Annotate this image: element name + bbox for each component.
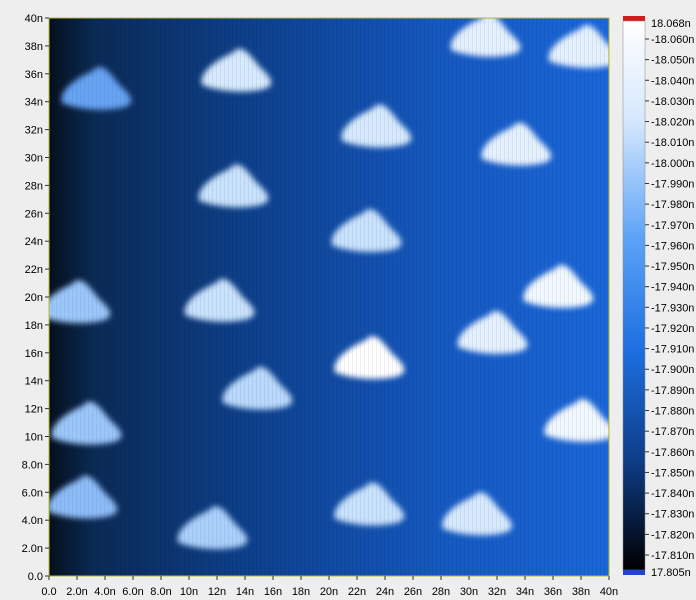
x-tick-label: 28n [432, 586, 450, 598]
x-tick-label: 40n [600, 586, 618, 598]
scan-line-texture [49, 18, 609, 576]
colorbar-tick-label: -17.840n [651, 488, 694, 500]
y-tick-label: 12n [25, 404, 43, 416]
x-tick-label: 12n [208, 586, 226, 598]
y-tick-label: 32n [25, 125, 43, 137]
y-tick-label: 10n [25, 432, 43, 444]
x-axis: 0.0 2.0n 4.0n 6.0n 8.0n 10n 12n 14n 16n 18n 20n 22n… [41, 576, 618, 598]
x-tick-label: 4.0n [94, 586, 115, 598]
y-tick-label: 36n [25, 69, 43, 81]
colorbar-tick-label: -18.010n [651, 137, 694, 149]
y-tick-label: 20n [25, 292, 43, 304]
colorbar-max-label: 18.068n [651, 18, 691, 30]
colorbar: 18.068n -18.060n -18.050n -18.040n -18.030n… [622, 16, 694, 579]
y-tick-label: 28n [25, 180, 43, 192]
y-tick-label: 2.0n [22, 543, 43, 555]
colorbar-tick-label: -18.060n [651, 34, 694, 46]
x-tick-label: 32n [488, 586, 506, 598]
x-tick-label: 0.0 [41, 586, 56, 598]
x-tick-label: 8.0n [150, 586, 171, 598]
y-tick-label: 34n [25, 97, 43, 109]
colorbar-tick-label: -17.810n [651, 550, 694, 562]
y-tick-label: 30n [25, 153, 43, 165]
colorbar-tick-label: -17.830n [651, 509, 694, 521]
colorbar-tick-label: -17.970n [651, 220, 694, 232]
y-tick-label: 18n [25, 320, 43, 332]
y-tick-label: 6.0n [22, 487, 43, 499]
x-tick-label: 36n [544, 586, 562, 598]
x-tick-label: 6.0n [122, 586, 143, 598]
colorbar-min-label: 17.805n [651, 567, 691, 579]
y-tick-label: 0.0 [28, 571, 43, 583]
x-tick-label: 26n [404, 586, 422, 598]
colorbar-tick-label: -17.910n [651, 344, 694, 356]
colorbar-tick-label: -17.940n [651, 282, 694, 294]
colorbar-max-marker [623, 16, 645, 21]
y-axis: 0.0 2.0n 4.0n 6.0n 8.0n 10n 12n 14n 16n 18n 20n 22n… [22, 13, 49, 583]
x-tick-label: 24n [376, 586, 394, 598]
x-tick-label: 2.0n [66, 586, 87, 598]
colorbar-tick-label: -18.030n [651, 96, 694, 108]
colorbar-tick-label: -17.930n [651, 302, 694, 314]
colorbar-tick-label: -17.850n [651, 467, 694, 479]
x-tick-label: 30n [460, 586, 478, 598]
x-tick-label: 18n [292, 586, 310, 598]
colorbar-gradient [622, 20, 646, 571]
y-tick-label: 8.0n [22, 459, 43, 471]
colorbar-min-marker [623, 570, 645, 575]
x-tick-label: 16n [264, 586, 282, 598]
colorbar-tick-label: -18.000n [651, 158, 694, 170]
colorbar-labels: -18.060n -18.050n -18.040n -18.030n -18.020n… [645, 34, 694, 562]
colorbar-tick-label: -17.980n [651, 199, 694, 211]
y-tick-label: 16n [25, 348, 43, 360]
x-tick-label: 10n [180, 586, 198, 598]
colorbar-tick-label: -18.040n [651, 75, 694, 87]
y-tick-label: 4.0n [22, 515, 43, 527]
colorbar-tick-label: -17.890n [651, 385, 694, 397]
x-tick-label: 38n [572, 586, 590, 598]
colorbar-tick-label: -17.900n [651, 364, 694, 376]
y-tick-label: 40n [25, 13, 43, 25]
colorbar-tick-label: -17.990n [651, 178, 694, 190]
y-tick-label: 26n [25, 208, 43, 220]
colorbar-tick-label: -17.820n [651, 529, 694, 541]
colorbar-tick-label: -17.870n [651, 426, 694, 438]
y-tick-label: 38n [25, 41, 43, 53]
colorbar-tick-label: -17.860n [651, 447, 694, 459]
colorbar-tick-label: -17.880n [651, 406, 694, 418]
x-tick-label: 34n [516, 586, 534, 598]
x-tick-label: 22n [348, 586, 366, 598]
y-tick-label: 22n [25, 264, 43, 276]
x-tick-label: 14n [236, 586, 254, 598]
colorbar-tick-label: -17.920n [651, 323, 694, 335]
y-tick-label: 14n [25, 376, 43, 388]
colorbar-tick-label: -18.050n [651, 55, 694, 67]
x-tick-label: 20n [320, 586, 338, 598]
y-tick-label: 24n [25, 236, 43, 248]
colorbar-tick-label: -17.950n [651, 261, 694, 273]
colorbar-tick-label: -18.020n [651, 117, 694, 129]
colorbar-tick-label: -17.960n [651, 240, 694, 252]
